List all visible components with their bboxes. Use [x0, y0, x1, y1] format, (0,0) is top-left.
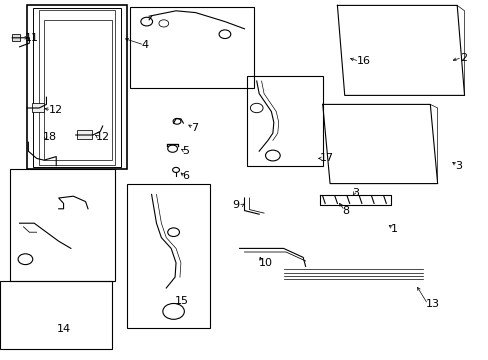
Text: 18: 18	[43, 132, 57, 142]
Text: 7: 7	[190, 123, 198, 133]
Bar	[27, 5, 127, 169]
Bar	[10, 169, 115, 281]
Text: 12: 12	[95, 132, 109, 142]
Text: 17: 17	[320, 153, 334, 163]
Bar	[127, 184, 210, 328]
Text: 9: 9	[232, 200, 239, 210]
Bar	[44, 20, 112, 160]
Text: 1: 1	[390, 224, 397, 234]
Bar	[33, 8, 121, 167]
Text: 16: 16	[356, 56, 370, 66]
Bar	[32, 103, 44, 112]
Text: 2: 2	[459, 53, 466, 63]
Text: 10: 10	[259, 258, 273, 268]
Bar	[12, 34, 20, 41]
Bar	[0, 281, 112, 349]
Bar	[39, 10, 115, 165]
Bar	[77, 130, 92, 139]
Text: 5: 5	[182, 146, 189, 156]
Text: 13: 13	[425, 299, 439, 309]
Text: 3: 3	[351, 188, 358, 198]
Text: 3: 3	[454, 161, 461, 171]
Text: 15: 15	[175, 296, 189, 306]
Text: 6: 6	[182, 171, 189, 181]
Text: 12: 12	[49, 105, 63, 115]
Text: 8: 8	[342, 206, 349, 216]
Bar	[246, 76, 322, 166]
Bar	[129, 7, 254, 88]
Text: 14: 14	[57, 324, 70, 334]
Text: 11: 11	[24, 33, 39, 43]
Text: 4: 4	[142, 40, 149, 50]
